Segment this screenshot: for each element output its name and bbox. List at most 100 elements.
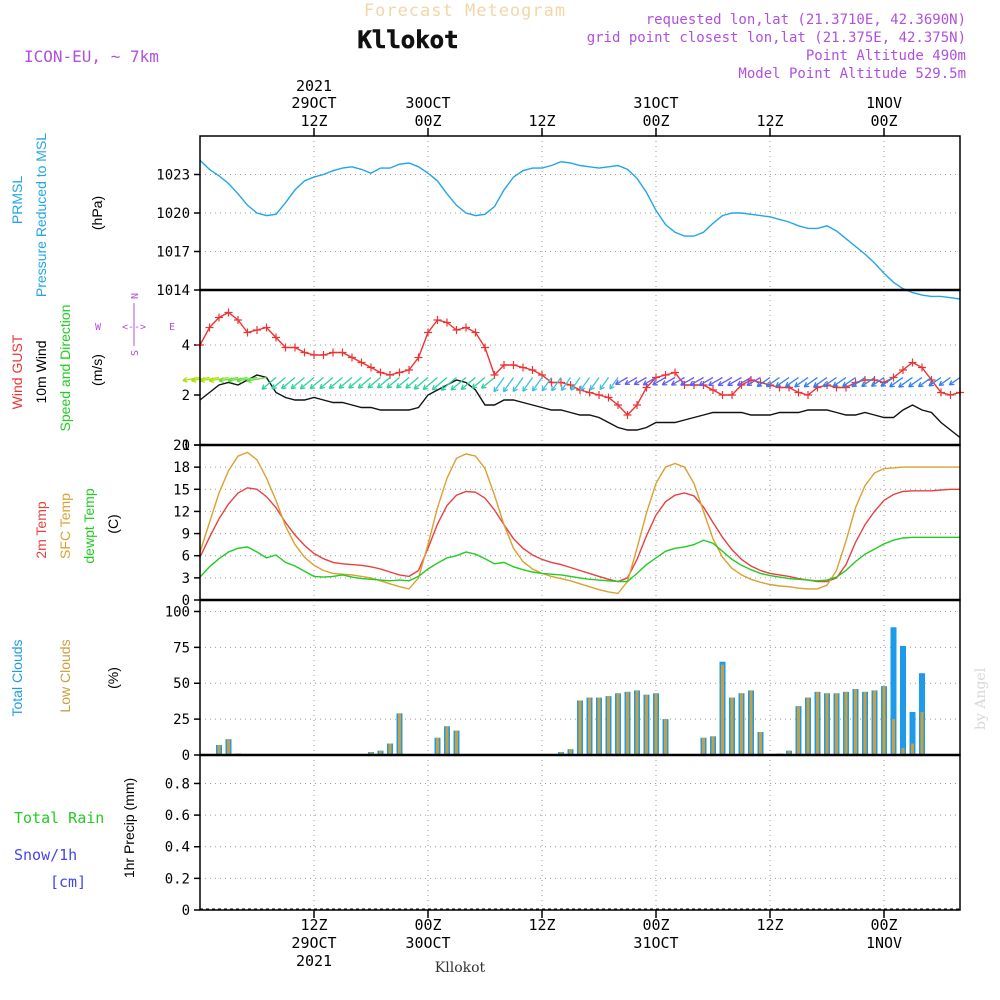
wind-arrow-head [261,384,268,390]
gust-marker [614,401,622,409]
wind-arrow-head [208,377,215,384]
gust-marker [310,351,318,359]
wind-arrow-head [460,384,467,391]
low-cloud-bar [863,691,867,755]
wind-arrow [717,376,733,387]
wind10-label: 10m Wind [33,340,49,403]
y-tick-label: 15 [173,482,190,498]
y-tick-label: 75 [173,640,190,656]
low-cloud-bar [388,743,392,755]
wind-arrow-head [290,383,297,390]
low-cloud-bar [578,700,582,755]
clouds-panel: 0 25 50 75 100 [165,599,961,764]
gust-marker [243,328,252,337]
y-tick-label: 4 [182,338,190,354]
wind-arrow-head [680,380,686,386]
wind-arrow [785,376,799,388]
gust-marker [253,326,261,334]
wind-arrow-head [502,386,509,393]
low-cloud-bar [616,693,620,755]
gust-marker [272,333,280,342]
compass-n: N [130,293,141,299]
wind-arrow [615,376,628,385]
low-cloud-bar [559,752,563,755]
gust-marker [671,368,679,377]
wind-arrow-head [948,380,955,386]
wind-arrow [512,377,524,392]
gust-marker [937,388,945,397]
bottom-tick-date: 31OCT [633,934,678,952]
wind-arrow [386,377,400,389]
wind-arrow [766,376,780,388]
top-tick-date: 1NOV [866,94,902,112]
wind-arrow [671,376,685,386]
wind-arrow-head [570,385,576,391]
wind-arrow [450,377,467,391]
gust-marker [291,343,299,352]
wind-arrow [898,376,913,388]
location-title: Kllokot [357,26,458,54]
low-cloud-bar [749,690,753,755]
wind-arrow [227,376,248,382]
clouds-unit-label: (%) [105,667,121,689]
wind-arrow-head [471,383,478,389]
low-cloud-bar [759,732,762,755]
wind-arrow [737,376,752,386]
wind-arrow-head [376,383,383,389]
bottom-tick-hour: 12Z [756,916,783,934]
y-tick-label: 18 [173,460,190,476]
wind-arrow [218,376,239,382]
wind-arrow-head [431,384,438,391]
series-line-10m-wind [199,374,961,439]
total-clouds-label: Total Clouds [9,639,25,716]
gust-marker [585,388,594,397]
wind-arrow-head [822,381,829,388]
low-cloud-bar [645,694,648,755]
wind-arrow-head [746,380,753,386]
low-cloud-bar [711,736,715,755]
y-tick-label: 0.4 [165,840,190,856]
bottom-tick-date: 30OCT [405,934,450,952]
low-cloud-bar [227,739,230,755]
wind-arrow-head [661,380,668,386]
low-cloud-bar [664,719,667,755]
y-tick-label: 1017 [156,245,190,261]
wind-arrow [949,376,961,386]
low-cloud-bar [398,713,401,755]
wind-arrow [367,377,381,389]
precip-legend-total-rain: Total Rain [14,809,104,827]
wind-arrow [746,376,761,386]
wind-arrow [642,376,657,386]
wind-arrow-head [898,382,904,388]
wind-arrow-head [512,386,518,393]
y-tick-label: 0.6 [165,808,190,824]
y-tick-label: 9 [182,527,190,543]
low-cloud-bar [702,737,705,755]
wind-arrow [236,376,258,382]
wind-arrow [541,377,553,392]
wind-arrow [396,377,410,389]
wind-arrow-head [386,383,393,389]
low-cloud-bar [844,691,848,755]
wind-arrow-head [309,383,316,390]
wind-arrow-head [531,385,538,392]
wind-arrow [281,377,296,390]
gust-marker [215,313,223,322]
total-cloud-bar [900,645,906,755]
compass-w: W [95,322,102,333]
wind-arrow-head [395,383,402,389]
wind-arrow-head [299,383,306,390]
wind-arrow [928,376,942,387]
wind-arrow [842,376,856,387]
wind-arrow-head [522,386,528,392]
top-tick-hour: 00Z [642,112,669,130]
gust-marker [718,391,727,399]
wind-dir-label: Speed and Direction [57,305,73,432]
gust-marker [566,381,575,389]
wind-arrow [633,376,647,386]
wind-arrow [880,376,894,387]
compass-e: E [169,322,175,333]
low-cloud-bar [787,750,791,755]
